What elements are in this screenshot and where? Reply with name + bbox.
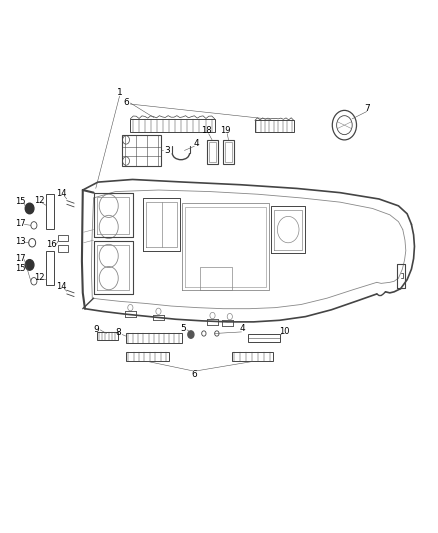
Text: 4: 4 bbox=[194, 139, 199, 148]
Text: 16: 16 bbox=[46, 240, 57, 249]
Text: 7: 7 bbox=[364, 104, 370, 113]
Circle shape bbox=[25, 203, 34, 214]
Text: 6: 6 bbox=[191, 370, 197, 379]
Text: 4: 4 bbox=[240, 324, 246, 333]
Text: 14: 14 bbox=[56, 189, 67, 198]
Text: 1: 1 bbox=[117, 88, 122, 97]
Text: 5: 5 bbox=[180, 324, 187, 333]
Text: 13: 13 bbox=[15, 237, 25, 246]
Text: 19: 19 bbox=[220, 126, 231, 135]
Circle shape bbox=[25, 260, 34, 270]
Text: 3: 3 bbox=[164, 146, 170, 155]
Text: 15: 15 bbox=[15, 264, 25, 272]
Text: 17: 17 bbox=[15, 254, 25, 263]
Text: 8: 8 bbox=[115, 328, 121, 337]
Text: 18: 18 bbox=[201, 126, 212, 135]
Circle shape bbox=[188, 331, 194, 338]
Text: 9: 9 bbox=[93, 325, 99, 334]
Text: 12: 12 bbox=[34, 272, 45, 281]
Text: 15: 15 bbox=[15, 197, 25, 206]
Text: 17: 17 bbox=[15, 219, 25, 228]
Text: 6: 6 bbox=[123, 99, 129, 108]
Text: 10: 10 bbox=[279, 327, 290, 336]
Text: 12: 12 bbox=[34, 196, 45, 205]
Text: 14: 14 bbox=[56, 282, 67, 291]
